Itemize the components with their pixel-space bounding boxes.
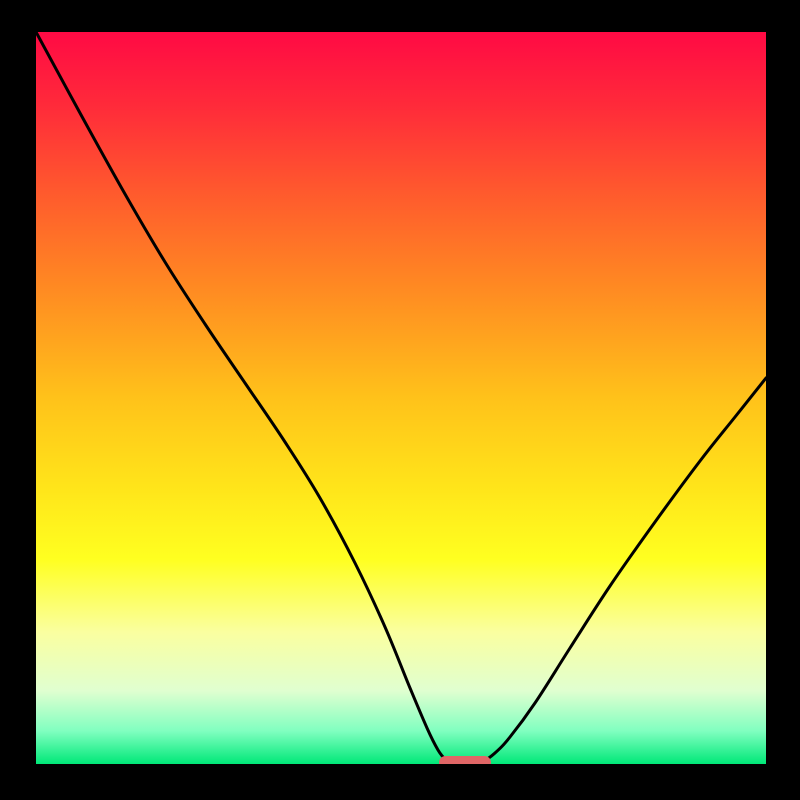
frame-top [0, 0, 800, 32]
frame-bottom [0, 764, 800, 800]
curve-path [36, 32, 766, 764]
bottleneck-curve [0, 0, 800, 800]
frame-right [766, 0, 800, 800]
frame-left [0, 0, 36, 800]
